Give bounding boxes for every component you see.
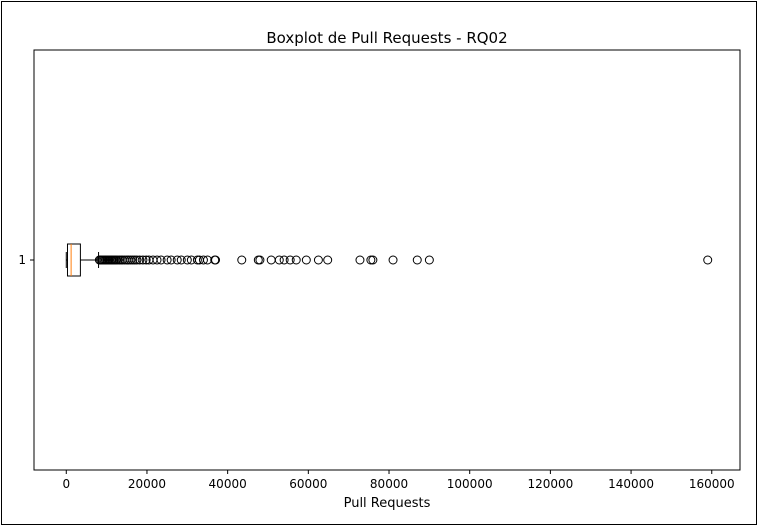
outlier-point (156, 255, 166, 265)
x-tick-label: 100000 (447, 477, 493, 491)
outlier-point (703, 255, 713, 265)
x-tick-label: 40000 (209, 477, 247, 491)
outlier-point (172, 255, 182, 265)
outlier-point (166, 255, 176, 265)
outlier-point (162, 255, 172, 265)
iqr-box (66, 243, 81, 277)
outlier-group (94, 255, 713, 265)
outlier-point (152, 255, 162, 265)
x-tick-label: 60000 (289, 477, 327, 491)
x-tick-label: 20000 (128, 477, 166, 491)
outlier-point (182, 255, 192, 265)
outlier-point (301, 255, 311, 265)
outlier-point (355, 255, 365, 265)
outlier-point (211, 255, 221, 265)
outlier-point (274, 255, 284, 265)
outlier-point (291, 255, 301, 265)
outlier-point (388, 255, 398, 265)
outlier-point (279, 255, 289, 265)
outlier-point (135, 255, 145, 265)
x-tick-label: 0 (62, 477, 70, 491)
outlier-point (176, 255, 186, 265)
outlier-point (412, 255, 422, 265)
outlier-point (424, 255, 434, 265)
outlier-point (255, 255, 265, 265)
outlier-point (368, 255, 378, 265)
outlier-point (141, 255, 151, 265)
outlier-point (285, 255, 295, 265)
x-tick-label: 120000 (527, 477, 573, 491)
outlier-point (138, 255, 148, 265)
y-axis: 1 (18, 253, 34, 267)
x-tick-label: 80000 (370, 477, 408, 491)
outlier-point (132, 255, 142, 265)
outlier-point (237, 255, 247, 265)
x-tick-label: 140000 (608, 477, 654, 491)
x-axis-label: Pull Requests (344, 496, 431, 511)
y-tick-label: 1 (18, 253, 26, 267)
plot-area (33, 49, 741, 471)
x-axis: 0 20000 40000 60000 80000 100000 120000 140000 1… (62, 470, 735, 491)
outlier-point (313, 255, 323, 265)
chart-title: Boxplot de Pull Requests - RQ02 (266, 29, 507, 47)
x-tick-label: 160000 (689, 477, 735, 491)
outlier-point (198, 255, 208, 265)
outlier-point (323, 255, 333, 265)
